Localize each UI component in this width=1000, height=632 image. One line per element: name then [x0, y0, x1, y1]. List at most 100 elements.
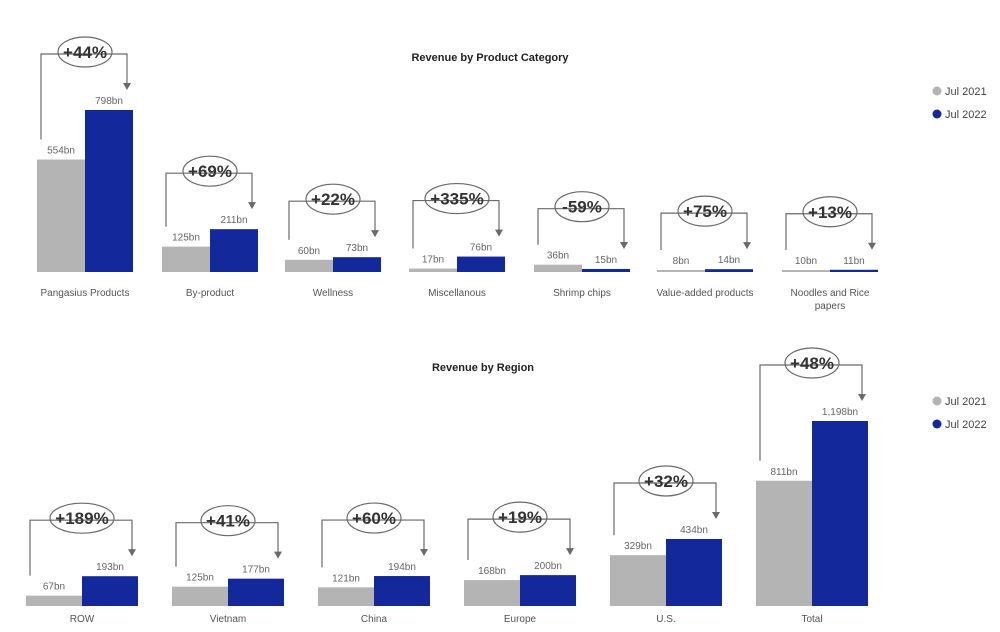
- category-label: China: [361, 614, 388, 625]
- bar-jul-2021: [37, 159, 85, 272]
- legend-marker: [932, 109, 942, 119]
- data-label-jul-2022: 434bn: [680, 525, 708, 536]
- change-bubble: [677, 195, 733, 227]
- bar-jul-2021: [782, 269, 830, 272]
- change-arrow: [660, 212, 748, 250]
- bar-jul-2022: [812, 421, 868, 606]
- bar-jul-2021: [610, 555, 666, 606]
- change-bubble: [200, 505, 256, 537]
- change-arrow: [321, 519, 425, 568]
- change-bubble: [305, 183, 361, 215]
- arrow-head: [123, 83, 131, 90]
- category-label: Shrimp chips: [553, 288, 611, 299]
- change-percent: +13%: [808, 203, 852, 222]
- bar-jul-2021: [285, 259, 333, 272]
- arrow-head: [274, 551, 282, 559]
- change-arrow: [785, 213, 873, 250]
- data-label-jul-2022: 193bn: [96, 562, 124, 573]
- data-label-jul-2021: 10bn: [795, 256, 817, 267]
- legend-label: Jul 2022: [945, 109, 987, 121]
- bar-jul-2022: [457, 256, 505, 272]
- bar-jul-2021: [162, 246, 210, 272]
- change-bubble: [49, 502, 115, 534]
- bar-jul-2021: [409, 268, 457, 272]
- data-label-jul-2022: 194bn: [388, 562, 416, 573]
- arrow-head: [128, 549, 136, 557]
- bar-jul-2022: [333, 257, 381, 272]
- bar-jul-2021: [172, 586, 228, 606]
- bar-jul-2021: [464, 580, 520, 606]
- bar-jul-2021: [657, 270, 705, 272]
- change-percent: +32%: [644, 472, 688, 491]
- bar-jul-2021: [756, 480, 812, 606]
- category-label: Vietnam: [210, 614, 247, 625]
- change-percent: +60%: [352, 509, 396, 528]
- data-label-jul-2022: 798bn: [95, 96, 123, 107]
- data-label-jul-2021: 125bn: [172, 233, 200, 244]
- change-arrow: [759, 364, 863, 461]
- category-label: Miscellanous: [428, 288, 486, 299]
- change-percent: +335%: [430, 190, 483, 209]
- chart-title: Revenue by Product Category: [411, 52, 569, 64]
- legend-label: Jul 2021: [945, 86, 987, 98]
- arrow-head: [743, 242, 751, 250]
- data-label-jul-2022: 14bn: [718, 255, 740, 266]
- arrow-head: [712, 511, 720, 519]
- chart-title: Revenue by Region: [432, 362, 534, 374]
- bar-jul-2022: [82, 576, 138, 606]
- data-label-jul-2022: 1,198bn: [822, 407, 858, 418]
- change-arrow: [537, 208, 625, 245]
- bar-jul-2021: [26, 595, 82, 606]
- legend-marker: [932, 396, 942, 406]
- bar-jul-2021: [534, 264, 582, 272]
- change-arrow: [165, 172, 253, 227]
- bar-jul-2022: [210, 229, 258, 272]
- arrow-head: [495, 229, 503, 237]
- bar-jul-2022: [85, 110, 133, 272]
- category-label: By-product: [186, 288, 235, 299]
- bar-jul-2021: [318, 587, 374, 606]
- change-percent: +69%: [188, 162, 232, 181]
- data-label-jul-2022: 200bn: [534, 561, 562, 572]
- bar-jul-2022: [228, 578, 284, 606]
- category-label: Europe: [504, 614, 537, 625]
- data-label-jul-2021: 168bn: [478, 566, 506, 577]
- change-percent: +41%: [206, 512, 250, 531]
- change-arrow: [412, 199, 500, 249]
- data-label-jul-2022: 177bn: [242, 565, 270, 576]
- data-label-jul-2021: 67bn: [43, 582, 65, 593]
- arrow-head: [858, 394, 866, 401]
- category-label: papers: [815, 301, 846, 312]
- data-label-jul-2021: 17bn: [422, 255, 444, 266]
- change-percent: -59%: [562, 198, 602, 217]
- data-label-jul-2021: 554bn: [47, 146, 75, 157]
- category-label: Value-added products: [656, 288, 753, 299]
- data-label-jul-2022: 15bn: [595, 255, 617, 266]
- change-percent: +48%: [790, 354, 834, 373]
- bar-jul-2022: [374, 576, 430, 606]
- change-arrow: [40, 53, 128, 140]
- change-arrow: [29, 519, 133, 576]
- change-bubble: [492, 501, 548, 533]
- category-label: U.S.: [656, 614, 675, 625]
- change-bubble: [346, 502, 402, 534]
- bar-jul-2022: [520, 575, 576, 606]
- change-arrow: [467, 518, 571, 561]
- data-label-jul-2022: 73bn: [346, 243, 368, 254]
- legend-label: Jul 2021: [945, 396, 987, 408]
- change-percent: +19%: [498, 508, 542, 527]
- change-arrow: [613, 482, 717, 536]
- data-label-jul-2022: 11bn: [843, 256, 865, 267]
- data-label-jul-2022: 76bn: [470, 243, 492, 254]
- bar-jul-2022: [582, 268, 630, 272]
- data-label-jul-2021: 121bn: [332, 573, 360, 584]
- legend-marker: [932, 419, 942, 429]
- category-label: Wellness: [313, 288, 353, 299]
- arrow-head: [868, 242, 876, 250]
- data-label-jul-2021: 36bn: [547, 251, 569, 262]
- data-label-jul-2022: 211bn: [220, 215, 247, 226]
- data-label-jul-2021: 125bn: [186, 573, 214, 584]
- data-label-jul-2021: 329bn: [624, 541, 652, 552]
- arrow-head: [371, 230, 379, 238]
